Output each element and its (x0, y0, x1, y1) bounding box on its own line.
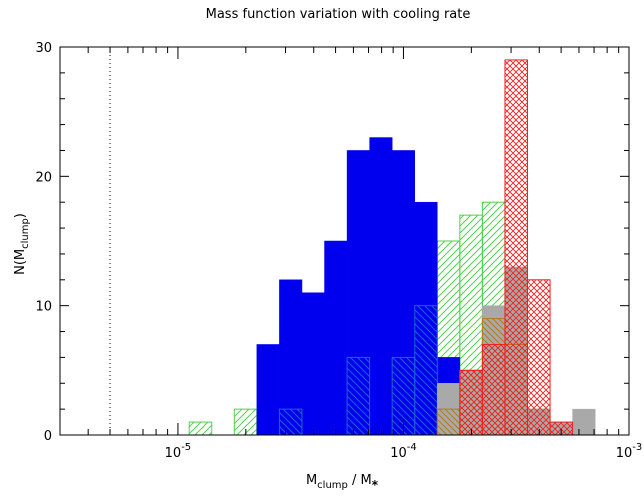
x-tick-base: 10 (616, 446, 633, 461)
x-label-sub: clump (317, 480, 348, 491)
x-axis-label: Mclump / M* (306, 473, 379, 492)
bar (256, 344, 280, 436)
x-tick-label: 10-3 (616, 442, 643, 461)
bar (481, 343, 506, 436)
plot-frame (59, 46, 630, 436)
x-label-star: * (372, 478, 379, 492)
bar (324, 240, 348, 436)
bar (527, 279, 551, 436)
bar (346, 356, 371, 436)
bar-layer (188, 59, 596, 436)
y-tick-label: 0 (44, 429, 52, 444)
series-3 (278, 305, 438, 436)
chart-title: Mass function variation with cooling rat… (206, 7, 471, 22)
x-tick-exponent: -3 (632, 442, 642, 453)
x-tick-label: 10-5 (165, 442, 192, 461)
bar (369, 137, 393, 436)
series-6 (459, 59, 574, 436)
bar (188, 421, 213, 436)
y-tick-label: 30 (35, 41, 52, 56)
y-axis-label: N(Mclump) (13, 213, 31, 275)
x-tick-base: 10 (390, 446, 407, 461)
bar (414, 305, 438, 436)
y-label-sub: clump (20, 218, 31, 249)
y-label-end: ) (13, 213, 28, 218)
x-tick-exponent: -5 (181, 442, 191, 453)
y-tick-label: 20 (35, 170, 52, 185)
bar (504, 59, 529, 436)
bar (459, 369, 483, 436)
y-label-main: N(M (13, 249, 28, 275)
bar (436, 408, 461, 436)
x-label-mid: / M (348, 473, 372, 488)
x-tick-exponent: -4 (407, 442, 417, 453)
bar (572, 408, 596, 436)
x-label-main: M (306, 473, 317, 488)
bar (301, 292, 325, 436)
x-tick-base: 10 (165, 446, 182, 461)
x-tick-label: 10-4 (390, 442, 417, 461)
bar (278, 408, 303, 436)
y-tick-label: 10 (35, 300, 52, 315)
